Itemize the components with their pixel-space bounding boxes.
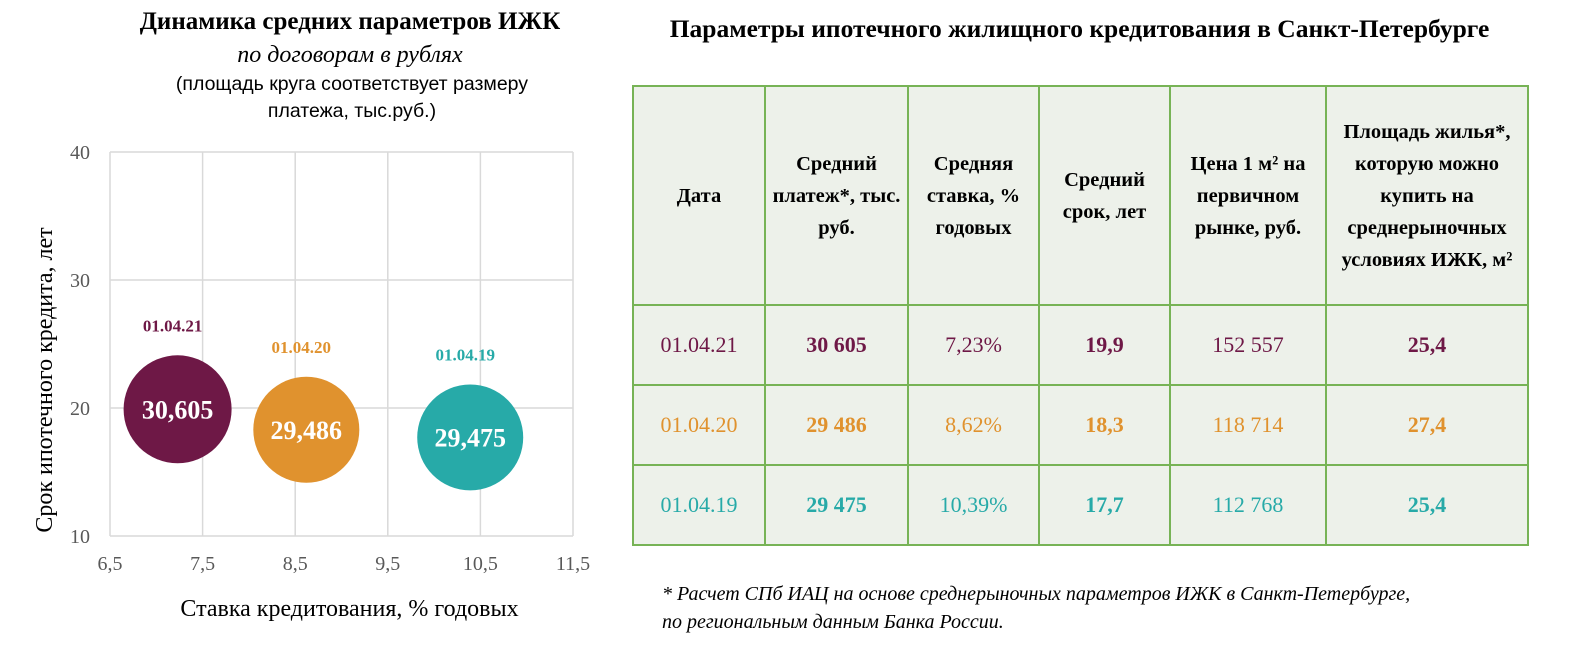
footnote: * Расчет СПб ИАЦ на основе среднерыночны… bbox=[662, 580, 1542, 636]
y-tick-label: 10 bbox=[70, 526, 90, 548]
cell-rate: 7,23% bbox=[907, 304, 1040, 386]
bubble-date-label: 01.04.20 bbox=[272, 338, 332, 357]
y-axis-title: Срок ипотечного кредита, лет bbox=[32, 227, 58, 533]
header-date: Дата bbox=[632, 85, 766, 306]
x-tick-label: 10,5 bbox=[463, 553, 498, 575]
bubble-01-04-20 bbox=[253, 376, 360, 483]
bubble-date-label: 01.04.19 bbox=[435, 345, 495, 364]
cell-term: 18,3 bbox=[1038, 384, 1171, 466]
bubble-date-label: 01.04.21 bbox=[143, 316, 203, 335]
y-tick-label: 30 bbox=[70, 270, 90, 292]
table-row: 01.04.21 30 605 7,23% 19,9 152 557 25,4 bbox=[632, 304, 1529, 386]
chart-title: Динамика средних параметров ИЖК bbox=[139, 8, 561, 35]
chart-note-line-2: платежа, тыс.руб.) bbox=[267, 100, 437, 122]
header-term: Средний срок, лет bbox=[1038, 85, 1171, 306]
header-area: Площадь жилья*, которую можно купить на … bbox=[1325, 85, 1529, 306]
cell-area: 25,4 bbox=[1325, 304, 1529, 386]
cell-date: 01.04.19 bbox=[632, 464, 766, 546]
cell-term: 19,9 bbox=[1038, 304, 1171, 386]
cell-payment: 29 475 bbox=[764, 464, 909, 546]
bubble-01-04-19 bbox=[417, 384, 524, 491]
table-row: 01.04.20 29 486 8,62% 18,3 118 714 27,4 bbox=[632, 384, 1529, 466]
cell-rate: 10,39% bbox=[907, 464, 1040, 546]
y-tick-label: 40 bbox=[70, 142, 90, 164]
bubble-01-04-21 bbox=[123, 355, 232, 464]
parameters-table: Дата Средний платеж*, тыс. руб. Средняя … bbox=[632, 85, 1529, 546]
bubble-value-label: 29,486 bbox=[271, 416, 343, 445]
cell-rate: 8,62% bbox=[907, 384, 1040, 466]
header-payment: Средний платеж*, тыс. руб. bbox=[764, 85, 909, 306]
table-row: 01.04.19 29 475 10,39% 17,7 112 768 25,4 bbox=[632, 464, 1529, 546]
chart-note-line-1: (площадь круга соответствует размеру bbox=[175, 73, 529, 95]
cell-area: 25,4 bbox=[1325, 464, 1529, 546]
chart-subtitle: по договорам в рублях bbox=[237, 42, 463, 68]
header-rate: Средняя ставка, % годовых bbox=[907, 85, 1040, 306]
y-tick-label: 20 bbox=[70, 398, 90, 420]
cell-price: 112 768 bbox=[1169, 464, 1327, 546]
cell-price: 152 557 bbox=[1169, 304, 1327, 386]
x-tick-label: 11,5 bbox=[556, 553, 590, 575]
footnote-line-2: по региональным данным Банка России. bbox=[662, 611, 1004, 633]
cell-payment: 29 486 bbox=[764, 384, 909, 466]
bubble-chart: 6,5 7,5 8,5 9,5 10,5 11,5 10 20 30 40 Ставка креди… bbox=[32, 142, 590, 622]
table-header-row: Дата Средний платеж*, тыс. руб. Средняя … bbox=[632, 85, 1529, 306]
chart-note: (площадь круга соответствует размеру пла… bbox=[152, 71, 552, 125]
cell-payment: 30 605 bbox=[764, 304, 909, 386]
cell-price: 118 714 bbox=[1169, 384, 1327, 466]
header-price: Цена 1 м² на первичном рынке, руб. bbox=[1169, 85, 1327, 306]
bubble-value-label: 30,605 bbox=[142, 395, 214, 424]
x-tick-label: 7,5 bbox=[190, 553, 215, 575]
cell-date: 01.04.20 bbox=[632, 384, 766, 466]
cell-term: 17,7 bbox=[1038, 464, 1171, 546]
bubble-value-label: 29,475 bbox=[434, 423, 506, 452]
footnote-line-1: * Расчет СПб ИАЦ на основе среднерыночны… bbox=[662, 583, 1411, 605]
x-tick-label: 6,5 bbox=[98, 553, 123, 575]
x-axis-title: Ставка кредитования, % годовых bbox=[180, 596, 518, 622]
x-tick-label: 8,5 bbox=[283, 553, 308, 575]
cell-area: 27,4 bbox=[1325, 384, 1529, 466]
cell-date: 01.04.21 bbox=[632, 304, 766, 386]
table-title: Параметры ипотечного жилищного кредитова… bbox=[669, 14, 1490, 43]
x-tick-label: 9,5 bbox=[375, 553, 400, 575]
